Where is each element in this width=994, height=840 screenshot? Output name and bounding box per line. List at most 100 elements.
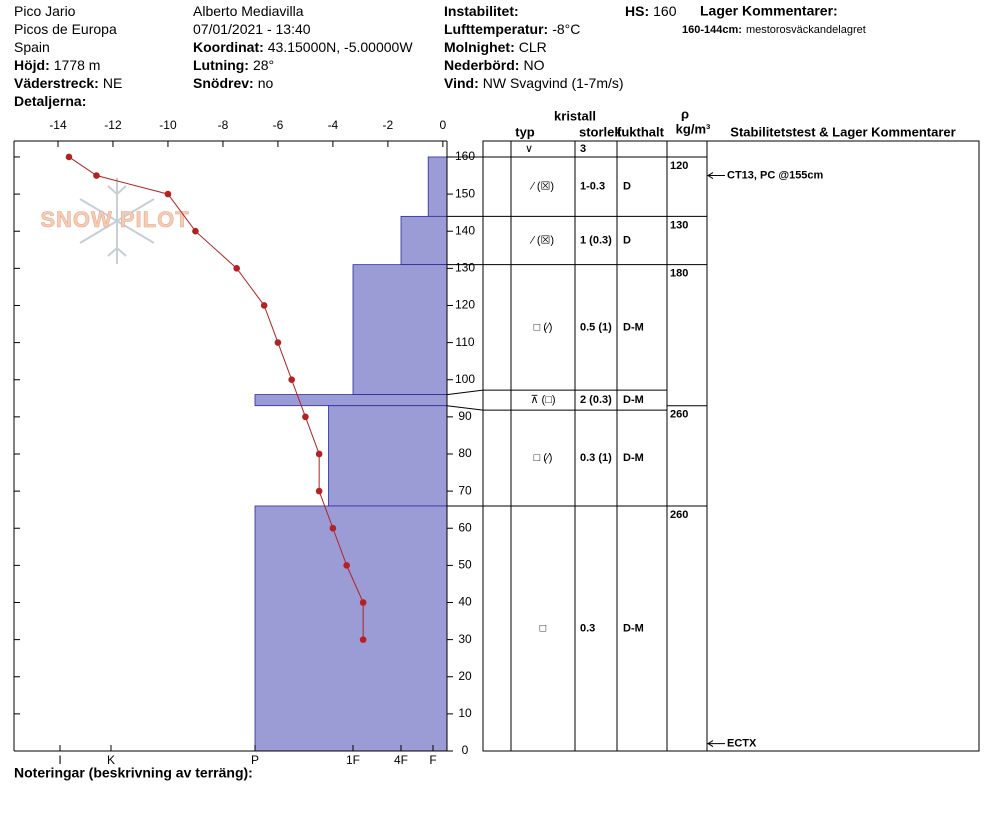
- header-field: Picos de Europa: [14, 21, 117, 37]
- density: 260: [670, 509, 688, 521]
- layer-connector: [446, 405, 484, 411]
- hardness-bar: [254, 505, 448, 752]
- moisture: D-M: [623, 394, 644, 406]
- header-size: storlek: [579, 124, 622, 139]
- header-field: Spain: [14, 39, 50, 55]
- comment-arrow: [707, 740, 725, 748]
- temperature-point: [288, 376, 295, 384]
- field-value: 43.15000N, -5.00000W: [268, 39, 414, 55]
- field-value: Picos de Europa: [14, 21, 117, 37]
- temperature-point: [343, 562, 350, 569]
- y-tick-label: 140: [455, 223, 475, 237]
- field-value: CLR: [519, 39, 547, 55]
- temperature-point: [260, 302, 268, 309]
- y-tick-label: 70: [458, 483, 472, 497]
- stability-comment: ECTX: [727, 737, 757, 749]
- y-tick-label: 80: [458, 446, 472, 460]
- moisture: D-M: [623, 321, 644, 333]
- field-label: Vind:: [444, 75, 479, 91]
- header-field: Väderstreck: NE: [14, 75, 122, 91]
- y-tick-label: 150: [455, 186, 475, 200]
- y-tick-label: 10: [458, 706, 472, 720]
- header-field: Lutning: 28°: [193, 57, 274, 73]
- field-value: NE: [103, 75, 122, 91]
- header-field: Alberto Mediavilla: [193, 3, 304, 19]
- snowflake-logo: [79, 178, 155, 264]
- header-density-unit: kg/m³: [676, 121, 711, 136]
- hardness-bar: [427, 156, 448, 217]
- surface-size: 3: [580, 143, 586, 155]
- crystal-size: 2 (0.3): [580, 394, 612, 406]
- field-label: HS:: [625, 3, 649, 19]
- temperature-point: [315, 487, 323, 495]
- temperature-point: [329, 524, 337, 532]
- x-tick-label: -12: [104, 118, 122, 132]
- field-value: 160: [653, 3, 677, 19]
- density: 120: [670, 160, 688, 172]
- header-comments: Stabilitetstest & Lager Kommentarer: [730, 124, 955, 139]
- hardness-bar: [352, 264, 448, 395]
- field-value: no: [258, 75, 274, 91]
- crystal-type: ∕ (☒): [529, 234, 554, 246]
- hardness-tick-label: 1F: [346, 753, 360, 767]
- header-field: Molnighet: CLR: [444, 39, 547, 55]
- field-label: Instabilitet:: [444, 3, 519, 19]
- field-label: Lutning:: [193, 57, 249, 73]
- surface-type: ∨: [525, 143, 533, 155]
- temperature-point: [65, 153, 73, 161]
- y-tick-label: 100: [455, 372, 475, 386]
- field-label: Väderstreck:: [14, 75, 99, 91]
- header-moisture: fukthalt: [617, 124, 665, 139]
- crystal-size: 0.5 (1): [580, 321, 612, 333]
- temperature-point: [93, 172, 100, 179]
- header-density-symbol: ρ: [681, 106, 689, 121]
- field-label: Höjd:: [14, 57, 50, 73]
- watermark: SNOW PILOT: [40, 207, 189, 232]
- density: 130: [670, 219, 688, 231]
- crystal-type: □ (∕): [534, 452, 553, 464]
- hardness-tick-label: 4F: [394, 753, 408, 767]
- field-label: 160-144cm:: [682, 24, 742, 36]
- hardness-bar: [400, 215, 448, 266]
- temperature-point: [302, 413, 309, 421]
- crystal-size: 0.3 (1): [580, 452, 612, 464]
- hardness-bar: [254, 394, 448, 407]
- hardness-bar: [328, 405, 448, 507]
- temperature-point: [274, 339, 282, 346]
- y-tick-label: 20: [458, 669, 472, 683]
- x-tick-label: -2: [383, 118, 394, 132]
- y-tick-label: 30: [458, 632, 472, 646]
- y-tick-label: 130: [455, 261, 475, 275]
- table-frame: [482, 140, 980, 752]
- field-label: Detaljerna:: [14, 93, 86, 109]
- x-tick-label: -6: [273, 118, 284, 132]
- y-tick-label: 120: [455, 298, 475, 312]
- notes-label: Noteringar (beskrivning av terräng):: [14, 765, 253, 781]
- layer-comments-title: Lager Kommentarer:: [700, 3, 838, 19]
- header-field: Pico Jario: [14, 3, 76, 19]
- hardness-tick-label: F: [429, 753, 436, 767]
- crystal-size: 1-0.3: [580, 181, 605, 193]
- hardness-tick-label: I: [58, 753, 61, 767]
- moisture: D-M: [623, 622, 644, 634]
- field-value: -8°C: [552, 21, 580, 37]
- layer-connector: [446, 389, 484, 396]
- crystal-type: ∕ (☒): [529, 181, 554, 193]
- field-label: Lufttemperatur:: [444, 21, 548, 37]
- crystal-type: ⊼ (□): [530, 394, 555, 406]
- moisture: D: [623, 234, 631, 246]
- y-tick-label: 110: [455, 335, 474, 349]
- temperature-point: [233, 265, 240, 272]
- header-field: Detaljerna:: [14, 93, 86, 109]
- header-crystal: kristall: [554, 108, 596, 123]
- density: 180: [670, 268, 688, 280]
- field-label: Nederbörd:: [444, 57, 519, 73]
- field-label: Koordinat:: [193, 39, 264, 55]
- moisture: D-M: [623, 452, 644, 464]
- field-value: NW Svagvind (1-7m/s): [483, 75, 624, 91]
- x-tick-label: -8: [218, 118, 229, 132]
- x-tick-label: -4: [328, 118, 339, 132]
- x-tick-label: -14: [49, 118, 67, 132]
